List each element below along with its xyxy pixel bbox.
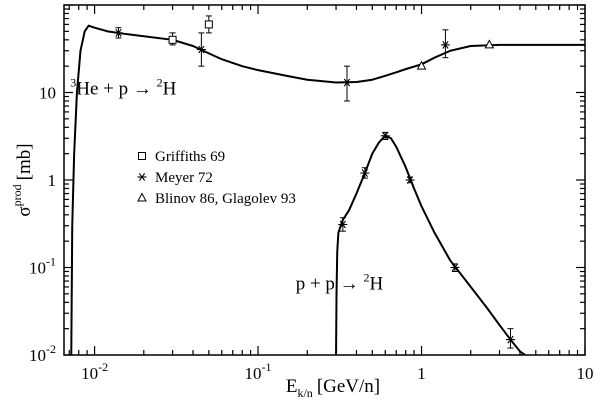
pp-curve (335, 134, 526, 355)
axis-ticks: 10-2 10-1 1 10 10-2 10-1 1 10 (29, 4, 594, 383)
star-data-point (405, 176, 415, 184)
legend-marker-square (138, 152, 146, 160)
error-bar (442, 29, 449, 59)
star-data-point (505, 335, 515, 344)
star-data-point (450, 263, 460, 272)
y-tick-label: 10-1 (29, 255, 56, 278)
legend-marker-triangle (137, 192, 147, 202)
reaction-label-pp: p + p → 2H (296, 271, 384, 295)
x-tick-label: 10-2 (81, 360, 108, 383)
data-points (113, 15, 515, 349)
star-data-point (342, 78, 352, 87)
legend-marker-star (137, 173, 147, 181)
star-data-point (113, 28, 123, 37)
x-tick-label: 1 (417, 364, 426, 383)
triangle-data-point (416, 60, 427, 70)
plot-frame (63, 4, 586, 356)
x-axis-label: Ek/n [GeV/n] (286, 376, 380, 400)
y-tick-label: 10 (39, 84, 56, 103)
legend-label: Griffiths 69 (155, 149, 225, 165)
star-data-point (440, 40, 450, 49)
he-p-curve (70, 24, 585, 355)
theory-curves (70, 24, 585, 355)
legend-label: Blinov 86, Glagolev 93 (155, 191, 296, 207)
star-data-point (196, 45, 206, 54)
y-tick-label: 10-2 (29, 342, 56, 365)
error-bar (343, 65, 350, 102)
square-data-point (168, 35, 177, 44)
annotations: 3He + p → 2H p + p → 2H (70, 75, 383, 294)
star-data-point (380, 131, 390, 140)
x-tick-label: 10-1 (245, 360, 272, 383)
triangle-data-point (484, 39, 495, 49)
square-data-point (204, 20, 213, 29)
error-bar (507, 328, 514, 349)
reaction-label-he: 3He + p → 2H (70, 75, 176, 99)
legend-label: Meyer 72 (155, 170, 213, 186)
star-data-point (338, 220, 348, 229)
x-tick-label: 10 (577, 364, 594, 383)
star-data-point (360, 169, 370, 178)
legend: Griffiths 69 Meyer 72 Blinov 86, Glagolev … (137, 149, 296, 207)
y-tick-label: 1 (48, 171, 57, 190)
y-axis-label: σprod[mb] (10, 143, 35, 216)
